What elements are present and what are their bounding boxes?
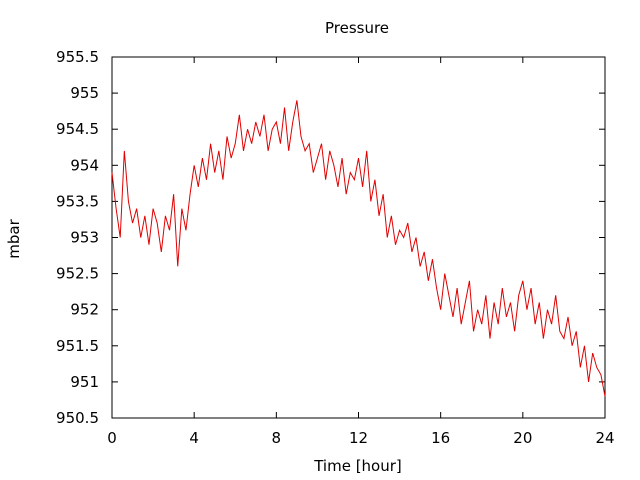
x-tick-label: 24 (595, 429, 614, 447)
x-axis-label: Time [hour] (313, 457, 402, 475)
ticks-layer: 0 4 8 12 16 20 24 950.5 951 951.5 952 952.5 953 953.5… (56, 48, 615, 447)
pressure-series-line (111, 100, 606, 397)
y-axis-label: mbar (5, 218, 23, 258)
x-tick-label: 4 (189, 429, 199, 447)
plot-frame (111, 56, 606, 419)
x-tick-label: 20 (513, 429, 532, 447)
y-tick-label: 951.5 (56, 337, 99, 355)
y-tick-label: 952.5 (56, 265, 99, 283)
x-tick-label: 12 (349, 429, 368, 447)
y-tick-label: 954 (70, 156, 99, 174)
y-tick-label: 955 (70, 84, 99, 102)
y-tick-label: 954.5 (56, 120, 99, 138)
y-tick-label: 952 (70, 301, 99, 319)
x-tick-label: 8 (272, 429, 282, 447)
y-tick-label: 953 (70, 229, 99, 247)
y-tick-label: 950.5 (56, 409, 99, 427)
y-tick-label: 951 (70, 373, 99, 391)
chart-title: Pressure (325, 19, 389, 37)
y-tick-label: 953.5 (56, 192, 99, 210)
x-tick-label: 0 (107, 429, 117, 447)
y-tick-label: 955.5 (56, 48, 99, 66)
x-tick-label: 16 (431, 429, 450, 447)
series-layer (111, 100, 606, 397)
